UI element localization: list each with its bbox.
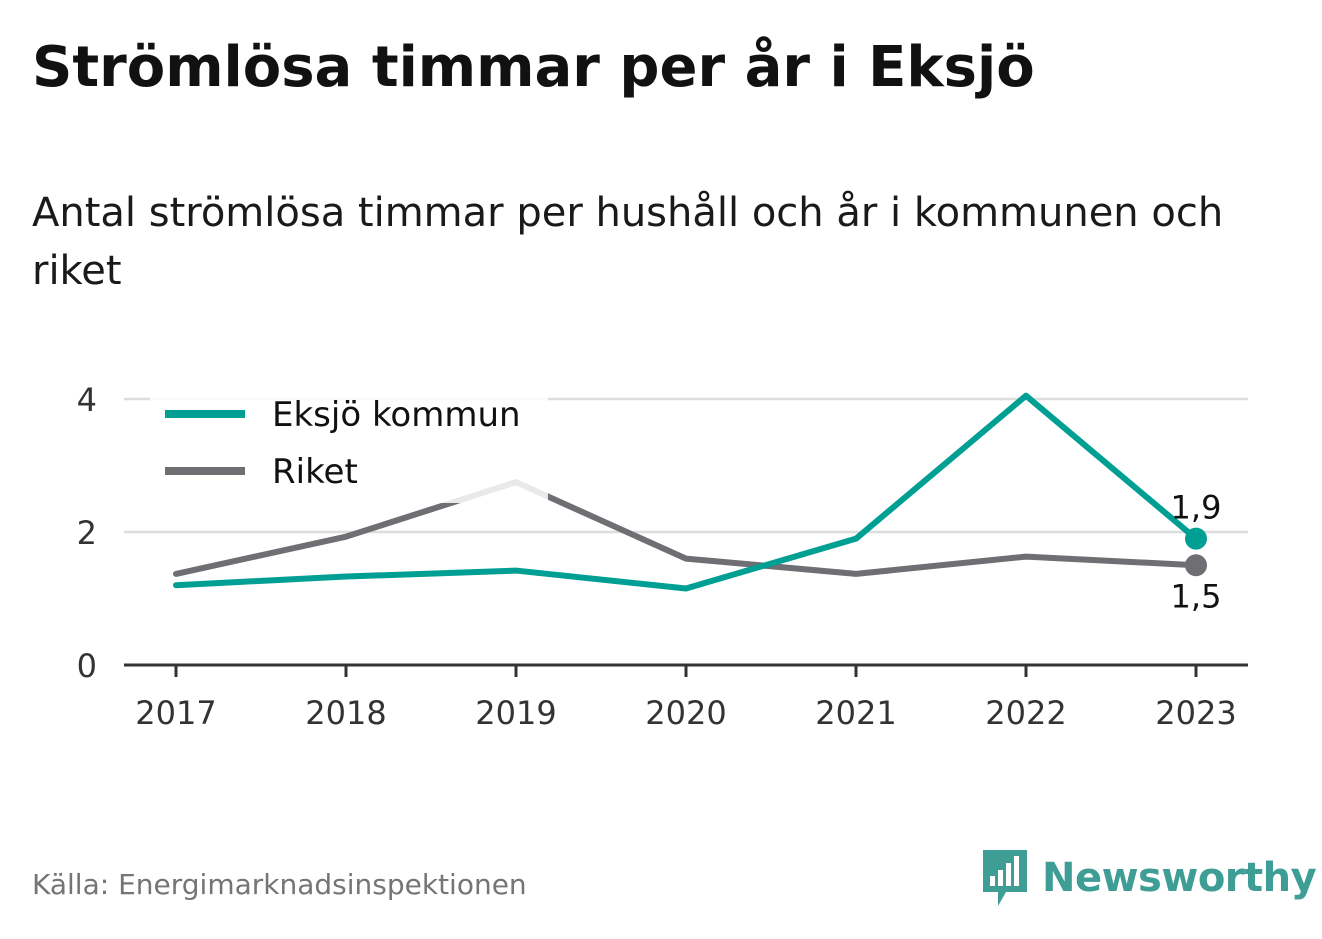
x-tick-label: 2018 [305, 694, 386, 732]
series-lines [173, 392, 1207, 592]
newsworthy-logo-icon [983, 850, 1027, 906]
y-tick-label: 0 [77, 647, 97, 685]
end-labels: 1,9 1,5 [1171, 489, 1222, 616]
x-tick-label: 2021 [815, 694, 896, 732]
legend-background [150, 385, 548, 503]
brand-name: Newsworthy [1042, 855, 1317, 901]
series-end-point [1185, 527, 1207, 550]
x-tick-label: 2022 [985, 694, 1066, 732]
y-tick-label: 4 [77, 381, 97, 419]
chart-title: Strömlösa timmar per år i Eksjö [32, 35, 1035, 100]
x-tick-label: 2019 [475, 694, 556, 732]
series-line [173, 479, 1199, 577]
series-line [173, 392, 1199, 592]
chart-subtitle: Antal strömlösa timmar per hushåll och å… [32, 190, 1224, 294]
x-tick-label: 2020 [645, 694, 726, 732]
end-label: 1,5 [1171, 577, 1222, 615]
series-end-point [1185, 554, 1207, 577]
y-tick-label: 2 [77, 514, 97, 552]
brand-logo: Newsworthy [980, 848, 1317, 908]
end-label: 1,9 [1171, 489, 1222, 527]
y-axis-ticks: 0 2 4 [77, 381, 97, 685]
x-axis: 2017 2018 2019 2020 2021 2022 2023 [124, 663, 1248, 732]
x-tick-label: 2017 [135, 694, 216, 732]
legend: Eksjö kommun Riket [150, 385, 548, 503]
x-tick-label: 2023 [1155, 694, 1236, 732]
source-note: Källa: Energimarknadsinspektionen [32, 868, 527, 901]
legend-label: Eksjö kommun [272, 395, 521, 435]
legend-label: Riket [272, 452, 358, 492]
